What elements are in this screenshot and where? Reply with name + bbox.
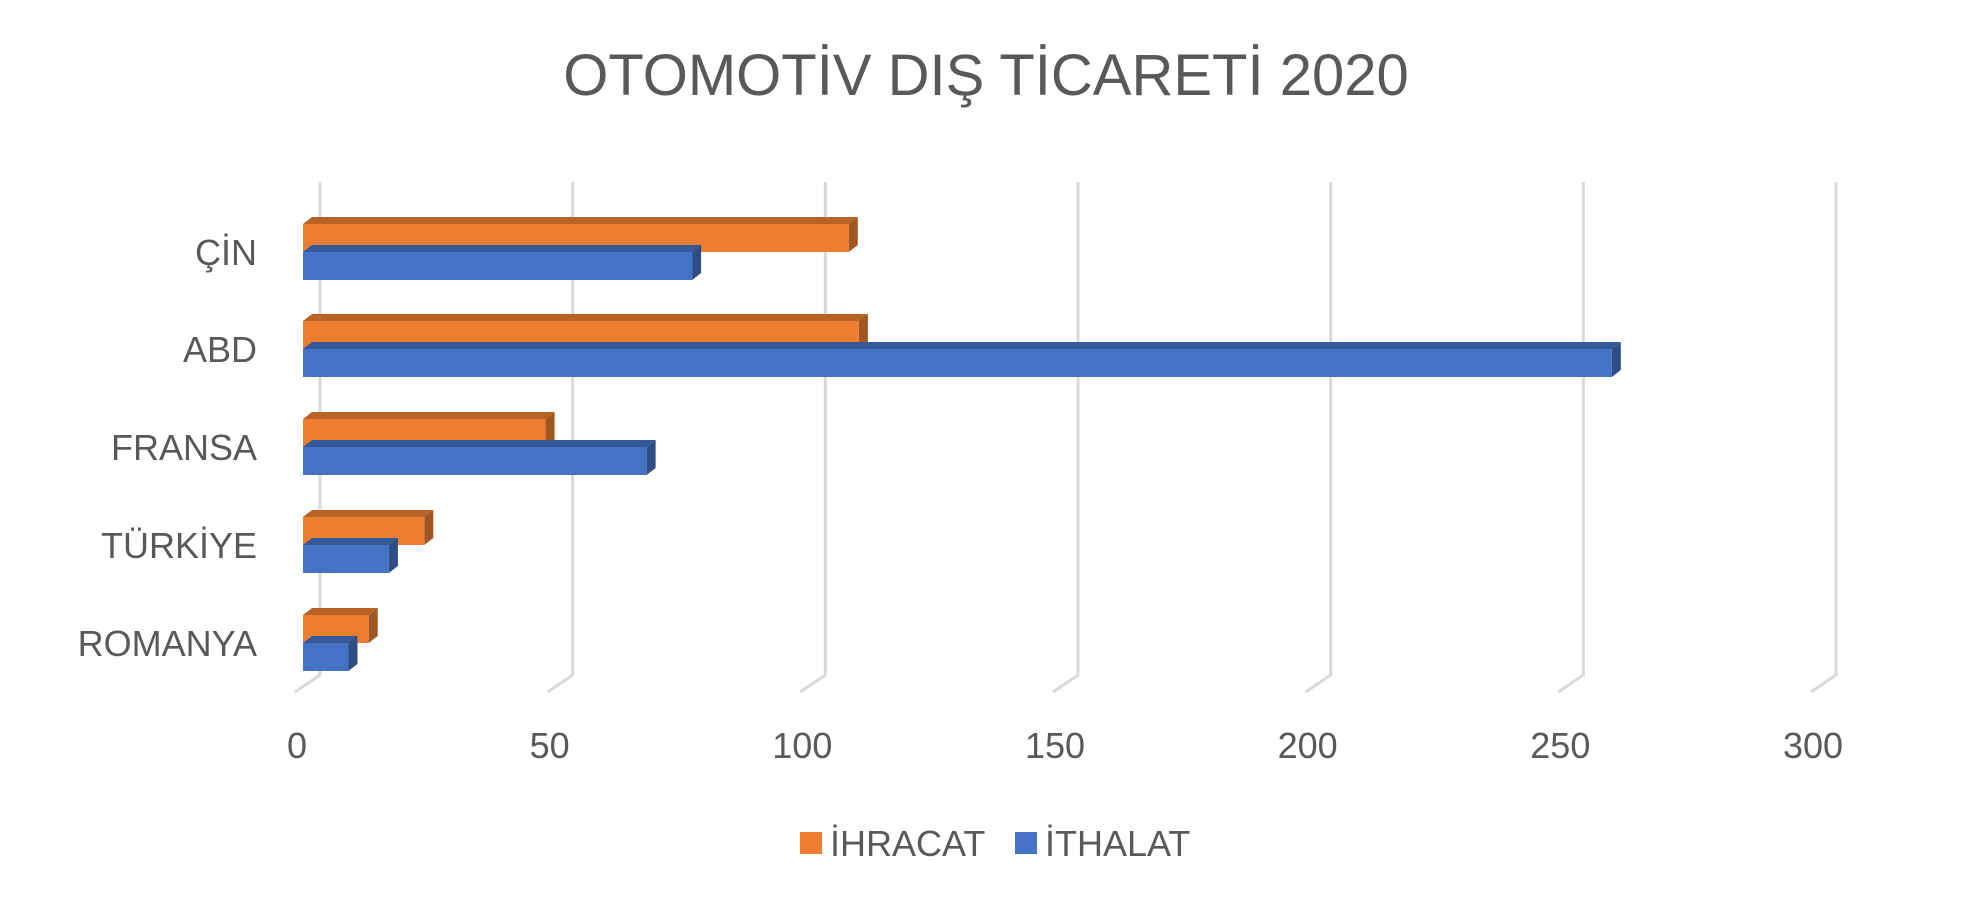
bar-side-i̇hracat-3 [424, 510, 434, 545]
bar-top-i̇thalat-1 [303, 342, 1621, 349]
bar-side-i̇hracat-0 [848, 217, 858, 252]
bar-front-i̇thalat-4 [303, 643, 349, 671]
bars-layer [303, 217, 1621, 671]
bar-i̇thalat-3 [303, 538, 398, 573]
x-tick-label: 50 [530, 725, 570, 766]
category-label: ABD [183, 329, 257, 370]
x-tick-label: 100 [772, 725, 832, 766]
bar-i̇hracat-3 [303, 510, 434, 545]
bar-top-i̇hracat-1 [303, 314, 868, 321]
category-label: ÇİN [195, 232, 257, 273]
category-label: FRANSA [111, 427, 257, 468]
legend-swatch [1015, 832, 1037, 854]
bar-front-i̇thalat-2 [303, 447, 647, 475]
bar-side-i̇hracat-4 [368, 608, 378, 643]
bar-side-i̇thalat-0 [692, 245, 702, 280]
legend-label: İHRACAT [830, 823, 985, 864]
legend-item-i̇thalat: İTHALAT [1015, 823, 1190, 864]
x-axis-tick-labels: 0 50 100 150 200 250 300 [287, 725, 1843, 766]
bar-top-i̇thalat-4 [303, 636, 358, 643]
bar-i̇thalat-4 [303, 636, 358, 671]
bar-top-i̇thalat-0 [303, 245, 702, 252]
bar-side-i̇hracat-1 [858, 314, 868, 349]
bar-i̇thalat-1 [303, 342, 1621, 377]
bar-top-i̇hracat-2 [303, 412, 555, 419]
bar-top-i̇thalat-3 [303, 538, 398, 545]
bar-top-i̇thalat-2 [303, 440, 656, 447]
x-tick-label: 200 [1278, 725, 1338, 766]
gridline-200 [1304, 182, 1333, 694]
bar-i̇thalat-0 [303, 245, 702, 280]
x-tick-label: 150 [1025, 725, 1085, 766]
bar-front-i̇thalat-1 [303, 349, 1612, 377]
legend-label: İTHALAT [1045, 823, 1190, 864]
gridline-100 [799, 182, 827, 694]
x-tick-label: 0 [287, 725, 307, 766]
bar-side-i̇thalat-2 [646, 440, 656, 475]
bar-side-i̇thalat-3 [388, 538, 398, 573]
category-label: ROMANYA [78, 623, 257, 664]
gridline-300 [1810, 182, 1838, 694]
x-tick-label: 300 [1783, 725, 1843, 766]
category-labels: ÇİN ABD FRANSA TÜRKİYE ROMANYA [78, 232, 257, 664]
gridline-150 [1052, 182, 1080, 694]
bar-top-i̇hracat-0 [303, 217, 858, 224]
gridline-250 [1557, 182, 1585, 694]
legend-swatch [800, 832, 822, 854]
bar-top-i̇hracat-3 [303, 510, 434, 517]
bar-top-i̇hracat-4 [303, 608, 378, 615]
chart-title: OTOMOTİV DIŞ TİCARETİ 2020 [563, 43, 1409, 108]
bar-front-i̇thalat-0 [303, 252, 693, 280]
bar-side-i̇hracat-2 [545, 412, 555, 447]
bar-front-i̇thalat-3 [303, 545, 389, 573]
legend-item-i̇hracat: İHRACAT [800, 823, 985, 864]
bar-i̇thalat-2 [303, 440, 656, 475]
x-tick-label: 250 [1530, 725, 1590, 766]
legend: İHRACAT İTHALAT [800, 823, 1190, 864]
bar-side-i̇thalat-1 [1611, 342, 1621, 377]
category-label: TÜRKİYE [101, 525, 257, 566]
bar-side-i̇thalat-4 [348, 636, 358, 671]
